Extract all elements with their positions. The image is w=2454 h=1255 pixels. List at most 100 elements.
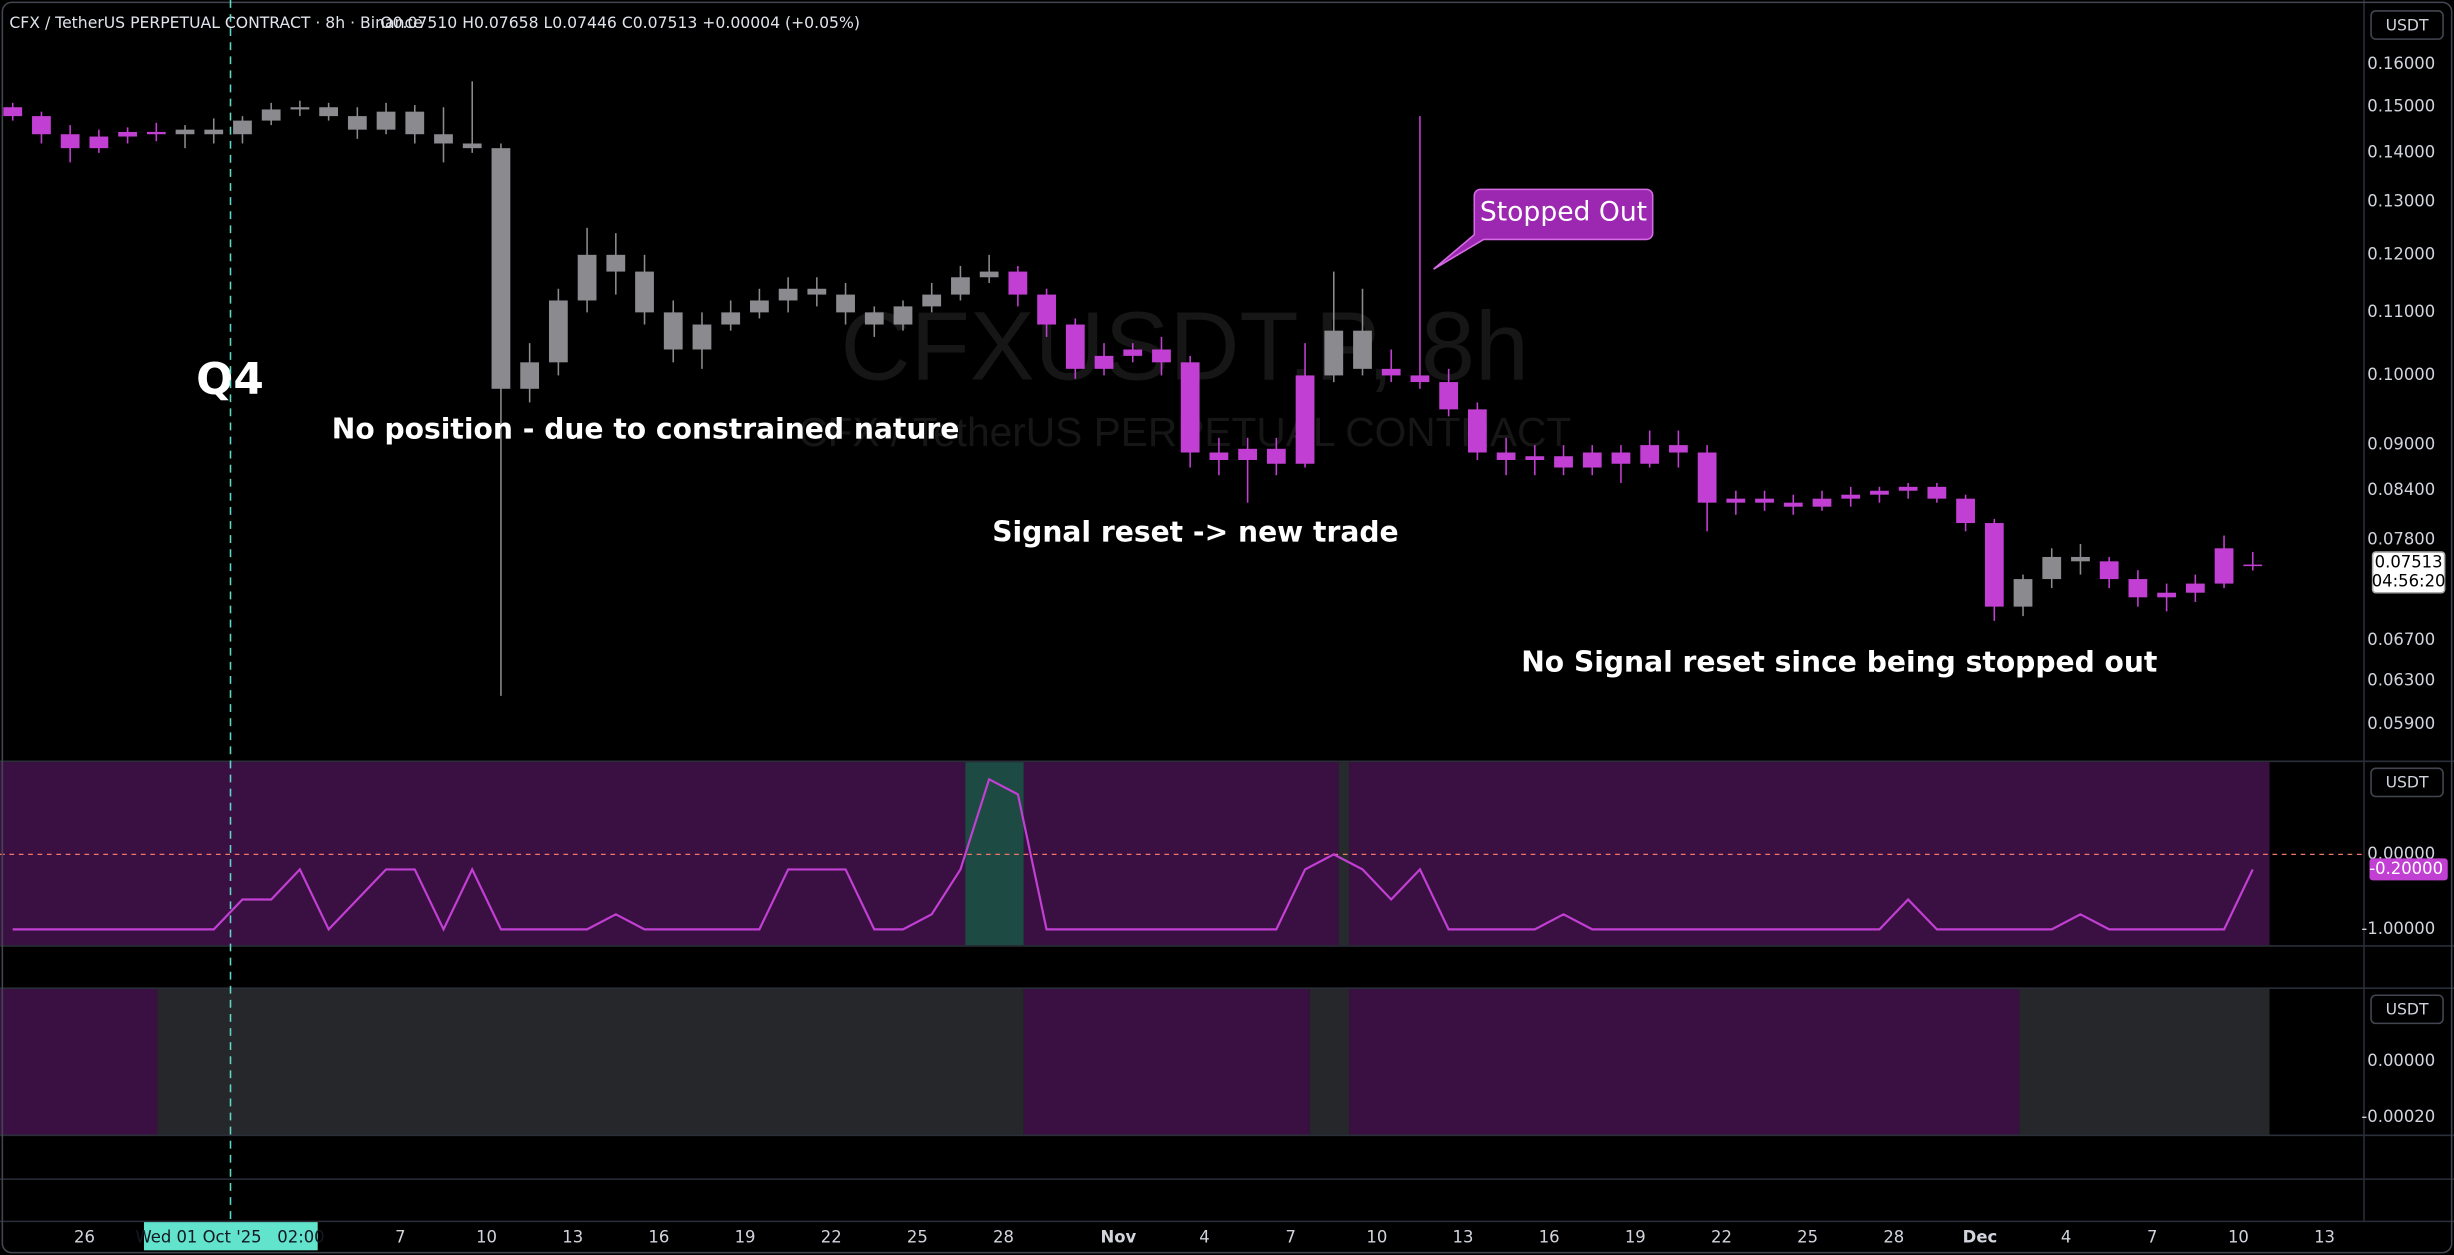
- candle-body: [721, 312, 741, 325]
- y-tick-label: 0.00000: [2367, 1051, 2435, 1070]
- x-tick-label: 4: [1199, 1227, 1209, 1246]
- y-tick-label: 0.12000: [2367, 244, 2435, 263]
- candle-body: [1755, 498, 1774, 503]
- unit-label[interactable]: USDT: [2386, 15, 2429, 34]
- annotation: No Signal reset since being stopped out: [1521, 645, 2157, 678]
- x-tick-label: 4: [2061, 1227, 2071, 1246]
- y-tick-label: 0.10000: [2367, 365, 2435, 384]
- candle-body: [1152, 349, 1171, 363]
- candle-body: [89, 136, 109, 149]
- candle-body: [32, 116, 51, 135]
- oscillator-line: [12, 777, 2254, 932]
- candle-body: [1467, 409, 1487, 453]
- x-tick-label: 13: [1453, 1227, 1474, 1246]
- y-tick-label: 0.13000: [2367, 191, 2435, 210]
- candle-body: [635, 271, 654, 313]
- crosshair-label: Wed 01 Oct '25 02:00: [135, 1227, 324, 1246]
- candle-body: [3, 107, 23, 117]
- candle-body: [1266, 448, 1286, 464]
- candle-body: [2185, 583, 2205, 593]
- candle-body: [1870, 490, 1889, 495]
- x-tick-label: 26: [74, 1227, 95, 1246]
- unit-button[interactable]: [2370, 994, 2444, 1025]
- signal-background: [2019, 988, 2270, 1135]
- y-tick-label: 0.11000: [2367, 302, 2435, 321]
- y-tick-label: -0.00020: [2361, 1107, 2435, 1126]
- candle-body: [319, 107, 339, 117]
- candle-body: [951, 277, 970, 295]
- unit-button[interactable]: [2370, 10, 2444, 40]
- x-tick-label: 10: [476, 1227, 497, 1246]
- candle-body: [1180, 362, 1200, 453]
- candle-body: [1669, 445, 1688, 453]
- x-tick-label: 10: [1366, 1227, 1387, 1246]
- candle-body: [1353, 330, 1372, 369]
- unit-label[interactable]: USDT: [2386, 773, 2429, 792]
- candle-body: [692, 324, 712, 350]
- annotation-stopped-out: Stopped Out: [1480, 196, 1647, 227]
- unit-button[interactable]: [2370, 767, 2444, 798]
- candle-body: [1295, 375, 1315, 464]
- candle-body: [1525, 456, 1545, 460]
- signal-background: [965, 762, 1024, 946]
- crosshair-label-box: [143, 1222, 318, 1251]
- signal-background: [0, 762, 966, 946]
- candle-body: [1554, 456, 1573, 468]
- unit-label[interactable]: USDT: [2386, 1000, 2429, 1019]
- y-tick-label: 0.08400: [2367, 480, 2435, 499]
- candle-body: [520, 362, 540, 389]
- marks: [3, 81, 2263, 932]
- candle-body: [204, 129, 224, 135]
- x-tick-label: 7: [1285, 1227, 1295, 1246]
- candle-body: [1496, 452, 1516, 460]
- candle-body: [1783, 502, 1803, 507]
- signal-background: [1349, 988, 2020, 1135]
- candle-body: [261, 109, 281, 121]
- last-value-box: [2369, 858, 2448, 881]
- candle-body: [750, 300, 769, 313]
- x-tick-label: 13: [562, 1227, 583, 1246]
- candle-body: [290, 107, 310, 110]
- ohlc-header: O0.07510 H0.07658 L0.07446 C0.07513 +0.0…: [380, 13, 860, 32]
- y-tick-label: 0.14000: [2367, 142, 2435, 161]
- candle-body: [1812, 498, 1832, 507]
- y-tick-label: 0.15000: [2367, 97, 2435, 116]
- candle-body: [347, 116, 367, 130]
- y-tick-label: 0.06300: [2367, 671, 2435, 690]
- x-tick-label: 22: [821, 1227, 842, 1246]
- candle-body: [2013, 579, 2033, 607]
- x-tick-label: 28: [1883, 1227, 1904, 1246]
- candle-body: [1123, 349, 1143, 356]
- candle-body: [1956, 498, 1975, 524]
- candle-body: [1640, 445, 1660, 464]
- candle-body: [1238, 448, 1258, 460]
- candle-body: [836, 294, 855, 313]
- pane-backgrounds: [0, 762, 2364, 1135]
- candle-body: [778, 288, 798, 301]
- signal-background: [1309, 988, 1350, 1135]
- signal-background: [1023, 762, 1339, 946]
- y-tick-label: 0.06700: [2367, 630, 2435, 649]
- y-tick-label: 0.07800: [2367, 529, 2435, 548]
- signal-background: [0, 988, 158, 1135]
- x-tick-label: 28: [993, 1227, 1014, 1246]
- candle-body: [1726, 498, 1746, 503]
- x-tick-label: 19: [1625, 1227, 1646, 1246]
- x-tick-label: 19: [735, 1227, 756, 1246]
- x-tick-label: Dec: [1963, 1227, 1998, 1246]
- x-tick-label: 22: [1711, 1227, 1732, 1246]
- last-value-label: -0.20000: [2369, 859, 2443, 878]
- candle-body: [175, 129, 195, 135]
- candle-body: [376, 111, 396, 130]
- candle-body: [2243, 564, 2263, 567]
- candle-body: [548, 300, 568, 363]
- x-tick-label: 13: [2314, 1227, 2335, 1246]
- candle-body: [1410, 375, 1430, 383]
- x-tick-label: 7: [395, 1227, 405, 1246]
- candle-body: [2157, 592, 2177, 598]
- candle-body: [2071, 556, 2090, 562]
- y-tick-label: -1.00000: [2361, 919, 2435, 938]
- y-tick-label: 0.09000: [2367, 435, 2435, 454]
- candle-body: [979, 271, 999, 278]
